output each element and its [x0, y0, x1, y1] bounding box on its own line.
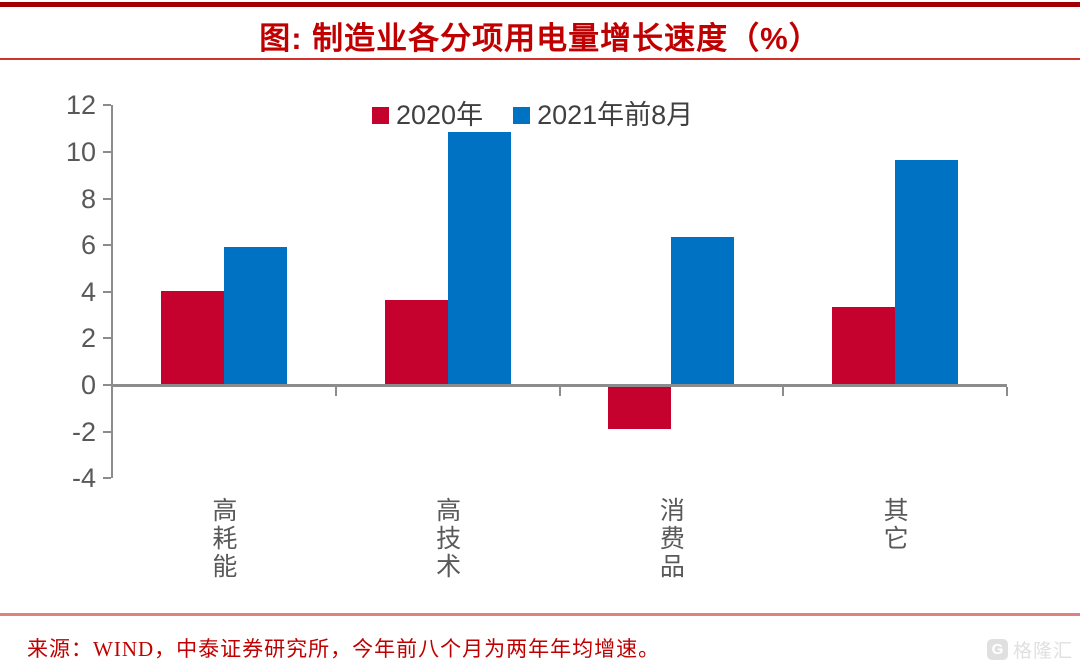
legend-label-2021: 2021年前8月: [537, 100, 694, 130]
bar-2021年前8月-高技术: [447, 132, 511, 384]
bar-2021年前8月-其它: [895, 160, 959, 384]
y-tick-label: 8: [80, 183, 96, 214]
x-axis-line: [111, 384, 1007, 387]
watermark: G 格隆汇: [986, 636, 1073, 663]
y-axis-tick: [103, 430, 111, 433]
gelonghui-logo-icon: G: [986, 639, 1008, 660]
y-axis-tick: [103, 197, 111, 200]
y-axis-tick: [103, 337, 111, 340]
y-tick-label: 10: [65, 137, 96, 167]
bar-2020年-高技术: [384, 300, 448, 384]
bar-2020年-其它: [832, 307, 896, 384]
chart-title: 图: 制造业各分项用电量增长速度（%）: [259, 21, 821, 56]
y-tick-label: 2: [80, 323, 96, 354]
title-divider-line: [0, 58, 1080, 60]
chart-legend: 2020年 2021年前8月: [372, 100, 693, 130]
y-axis-line: [111, 105, 113, 479]
y-tick-label: 12: [65, 90, 96, 121]
x-category-label-其它: 其它: [880, 497, 908, 553]
legend-label-2020: 2020年: [396, 100, 484, 130]
footer-divider-line: [0, 613, 1080, 616]
legend-item-2020: 2020年: [372, 100, 483, 130]
y-axis-tick: [103, 151, 111, 153]
y-tick-label: 0: [80, 370, 96, 400]
y-axis-tick: [103, 104, 111, 107]
x-axis-tick: [1006, 387, 1008, 396]
y-axis-tick: [103, 477, 111, 480]
x-axis-tick: [782, 387, 785, 396]
bar-2021年前8月-高耗能: [223, 246, 287, 384]
y-axis-tick: [103, 384, 111, 386]
legend-item-2021: 2021年前8月: [513, 100, 693, 130]
bar-2020年-高耗能: [160, 290, 224, 384]
y-tick-label: -4: [71, 463, 96, 494]
top-red-band: [0, 2, 1080, 7]
y-axis-tick: [103, 244, 111, 247]
x-axis-tick: [334, 387, 337, 396]
x-category-label-消费品: 消费品: [656, 497, 684, 581]
bar-2020年-消费品: [608, 387, 672, 429]
legend-swatch-2020-icon: [372, 106, 389, 124]
y-axis-tick: [103, 290, 111, 293]
source-note: 来源：WIND，中泰证券研究所，今年前八个月为两年年均增速。: [27, 637, 661, 661]
bar-2021年前8月-消费品: [671, 237, 735, 384]
gelonghui-wordmark: 格隆汇: [1012, 641, 1073, 662]
x-category-label-高耗能: 高耗能: [208, 497, 236, 581]
y-tick-label: 6: [80, 230, 96, 261]
y-tick-label: -2: [71, 416, 96, 447]
x-axis-tick: [558, 387, 561, 396]
x-category-label-高技术: 高技术: [432, 497, 460, 581]
y-tick-label: 4: [80, 276, 96, 307]
legend-swatch-2021-icon: [513, 106, 531, 124]
